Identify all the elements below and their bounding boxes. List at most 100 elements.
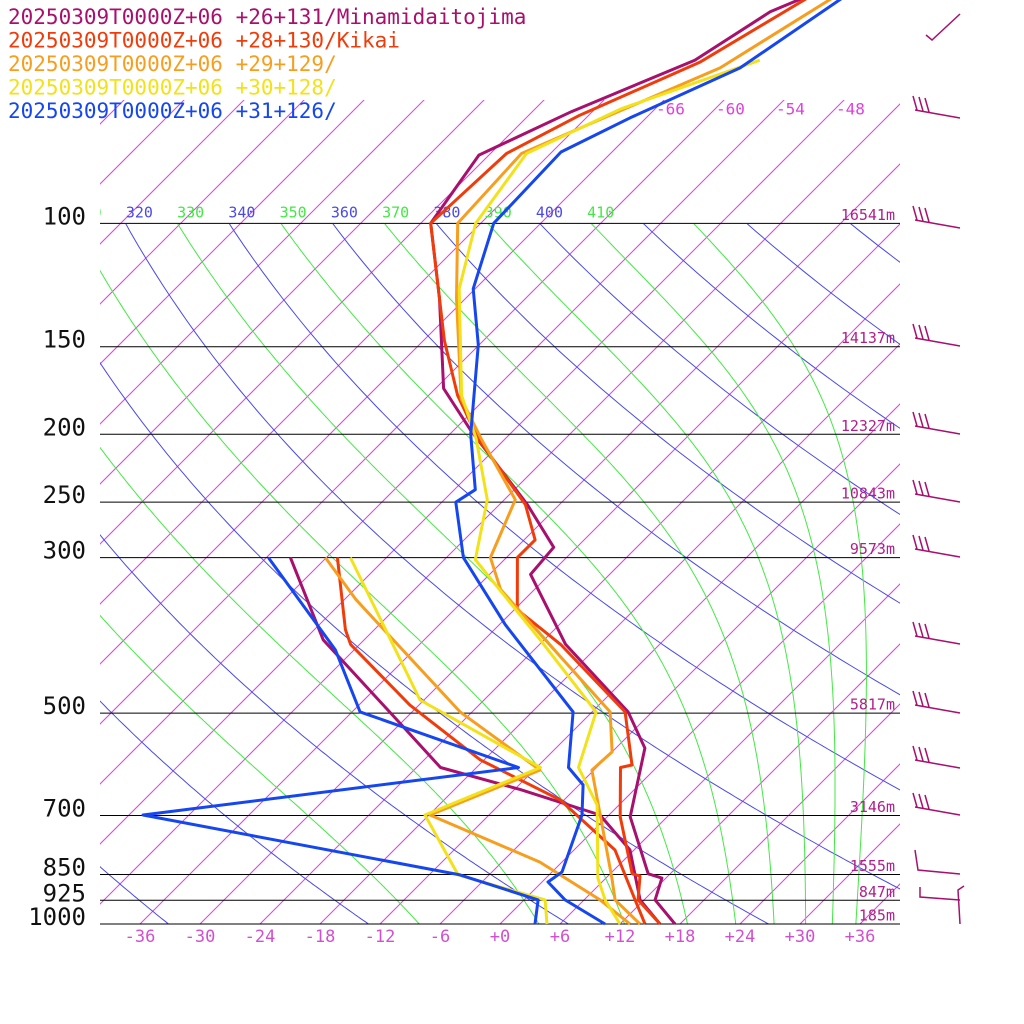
wind-barb xyxy=(912,411,961,435)
isotherm xyxy=(100,100,365,365)
height-label: 16541m xyxy=(841,206,895,224)
adiabat-label: 320 xyxy=(126,204,153,222)
adiabat xyxy=(487,224,807,924)
isotherm xyxy=(259,283,900,924)
dewpoint-line xyxy=(324,556,631,926)
isotherm-label: -66 xyxy=(656,100,685,119)
isotherm xyxy=(619,643,900,924)
adiabat-label: 310 xyxy=(75,204,102,222)
x-tick-label: +18 xyxy=(665,927,696,947)
y-tick-label: 850 xyxy=(43,854,86,882)
height-label: 847m xyxy=(859,883,895,901)
adiabat-label: 410 xyxy=(587,204,614,222)
isotherm xyxy=(319,343,900,924)
y-tick-label: 250 xyxy=(43,481,86,509)
isotherm-label: -54 xyxy=(776,100,805,119)
temperature-line xyxy=(429,0,808,926)
x-tick-label: -30 xyxy=(185,927,216,947)
legend-entry: 20250309T0000Z+06 +31+126/ xyxy=(8,99,337,123)
adiabat xyxy=(436,224,900,604)
isotherm xyxy=(859,883,900,924)
y-tick-label: 925 xyxy=(43,879,86,907)
adiabat-label: 390 xyxy=(485,204,512,222)
dewpoint-line xyxy=(349,556,549,925)
labels: -66 -60 -54 -48 100 16541m 150 14137m 200 12327m 2… xyxy=(8,5,895,947)
isotherm xyxy=(100,103,900,905)
height-label: 5817m xyxy=(850,696,895,714)
pressure-grid xyxy=(100,222,900,925)
wind-barbs xyxy=(912,13,965,925)
height-label: 185m xyxy=(859,907,895,925)
adiabat-label: 330 xyxy=(177,204,204,222)
isotherm xyxy=(799,823,900,924)
isotherm-label: -48 xyxy=(836,100,865,119)
temperature-line xyxy=(429,0,802,925)
x-tick-label: -6 xyxy=(430,927,450,947)
wind-barb xyxy=(914,849,965,925)
y-tick-label: 1000 xyxy=(28,903,86,931)
adiabat-labels: 2402602803003203403603804002702903103303… xyxy=(75,204,614,222)
height-label: 3146m xyxy=(850,798,895,816)
adiabat xyxy=(693,224,867,924)
wind-barb xyxy=(912,792,961,816)
isotherm xyxy=(100,100,305,305)
adiabat-label: 360 xyxy=(331,204,358,222)
isotherm xyxy=(199,223,900,924)
adiabat xyxy=(177,224,688,924)
isotherm xyxy=(739,763,900,924)
x-tick-label: +30 xyxy=(785,927,816,947)
isotherm xyxy=(100,100,485,485)
isotherm xyxy=(100,100,245,245)
y-tick-label: 100 xyxy=(43,202,86,230)
isotherm xyxy=(100,100,125,125)
wind-barb xyxy=(912,690,961,714)
wind-barb xyxy=(925,13,961,41)
isotherm xyxy=(100,100,785,785)
height-label: 1555m xyxy=(850,857,895,875)
legend-entry: 20250309T0000Z+06 +28+130/Kikai xyxy=(8,29,400,53)
isotherm xyxy=(100,100,845,845)
height-label: 9573m xyxy=(850,540,895,558)
y-tick-label: 300 xyxy=(43,537,86,565)
y-tick-label: 700 xyxy=(43,794,86,822)
height-label: 14137m xyxy=(841,329,895,347)
legend-entry: 20250309T0000Z+06 +26+131/Minamidaitojim… xyxy=(8,5,526,29)
isotherm xyxy=(499,523,900,924)
wind-barb xyxy=(912,95,961,119)
wind-barb xyxy=(912,534,961,558)
x-tick-label: +24 xyxy=(725,927,756,947)
y-tick-label: 200 xyxy=(43,413,86,441)
profiles xyxy=(141,0,843,926)
x-tick-label: -36 xyxy=(125,927,156,947)
x-tick-label: +36 xyxy=(845,927,876,947)
temperature-line xyxy=(457,58,761,925)
isotherm xyxy=(100,100,545,545)
y-tick-label: 150 xyxy=(43,326,86,354)
height-label: 10843m xyxy=(841,485,895,503)
adiabat-label: 400 xyxy=(536,204,563,222)
isotherm xyxy=(100,100,425,425)
wind-barb xyxy=(912,745,961,769)
dewpoint-line xyxy=(141,556,540,925)
x-tick-label: +0 xyxy=(490,927,510,947)
isotherm xyxy=(379,403,900,924)
x-tick-label: +6 xyxy=(550,927,570,947)
temperature-line xyxy=(454,0,843,926)
legend-entry: 20250309T0000Z+06 +30+128/ xyxy=(8,76,337,100)
wind-barb xyxy=(912,205,961,229)
temperature-line xyxy=(455,0,833,926)
x-tick-label: -12 xyxy=(365,927,396,947)
adiabat xyxy=(332,224,900,696)
legend-entry: 20250309T0000Z+06 +29+129/ xyxy=(8,52,337,76)
isotherms xyxy=(100,100,900,924)
dewpoint-line xyxy=(289,557,662,925)
wind-barb xyxy=(912,479,961,503)
isotherm xyxy=(100,100,605,605)
isotherm xyxy=(439,463,900,924)
height-label: 12327m xyxy=(841,417,895,435)
isotherm-label: -60 xyxy=(716,100,745,119)
adiabat-label: 340 xyxy=(228,204,255,222)
adiabat-label: 370 xyxy=(382,204,409,222)
dewpoint-line xyxy=(335,557,647,925)
